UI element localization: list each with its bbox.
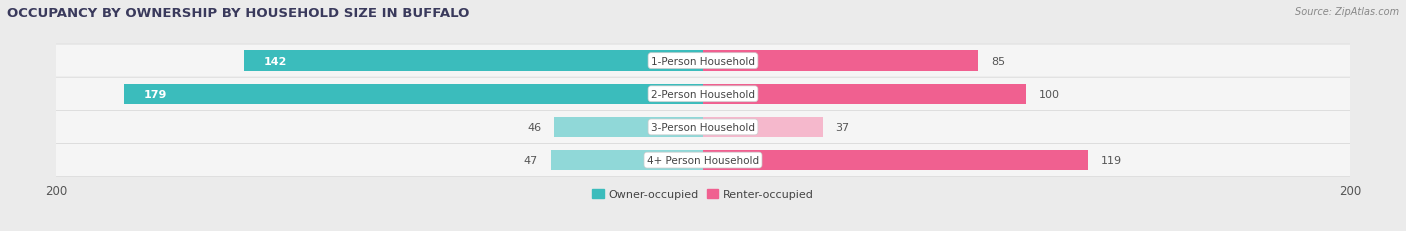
- Text: 179: 179: [143, 89, 167, 99]
- Text: 3-Person Household: 3-Person Household: [651, 122, 755, 132]
- Bar: [703, 84, 1026, 105]
- Bar: [703, 117, 823, 138]
- Bar: [243, 51, 703, 72]
- Bar: [124, 84, 703, 105]
- Bar: [703, 51, 979, 72]
- Bar: [554, 117, 703, 138]
- Text: 85: 85: [991, 56, 1005, 66]
- FancyBboxPatch shape: [49, 78, 1357, 111]
- Text: 47: 47: [524, 155, 538, 165]
- Bar: [703, 150, 1088, 171]
- Text: Source: ZipAtlas.com: Source: ZipAtlas.com: [1295, 7, 1399, 17]
- Text: 2-Person Household: 2-Person Household: [651, 89, 755, 99]
- Text: 100: 100: [1039, 89, 1060, 99]
- FancyBboxPatch shape: [49, 111, 1357, 144]
- Text: 46: 46: [527, 122, 541, 132]
- FancyBboxPatch shape: [49, 45, 1357, 78]
- Text: 119: 119: [1101, 155, 1122, 165]
- Text: 37: 37: [835, 122, 849, 132]
- Bar: [551, 150, 703, 171]
- FancyBboxPatch shape: [49, 144, 1357, 177]
- Text: 4+ Person Household: 4+ Person Household: [647, 155, 759, 165]
- Legend: Owner-occupied, Renter-occupied: Owner-occupied, Renter-occupied: [592, 189, 814, 200]
- Text: 1-Person Household: 1-Person Household: [651, 56, 755, 66]
- Text: OCCUPANCY BY OWNERSHIP BY HOUSEHOLD SIZE IN BUFFALO: OCCUPANCY BY OWNERSHIP BY HOUSEHOLD SIZE…: [7, 7, 470, 20]
- Text: 142: 142: [263, 56, 287, 66]
